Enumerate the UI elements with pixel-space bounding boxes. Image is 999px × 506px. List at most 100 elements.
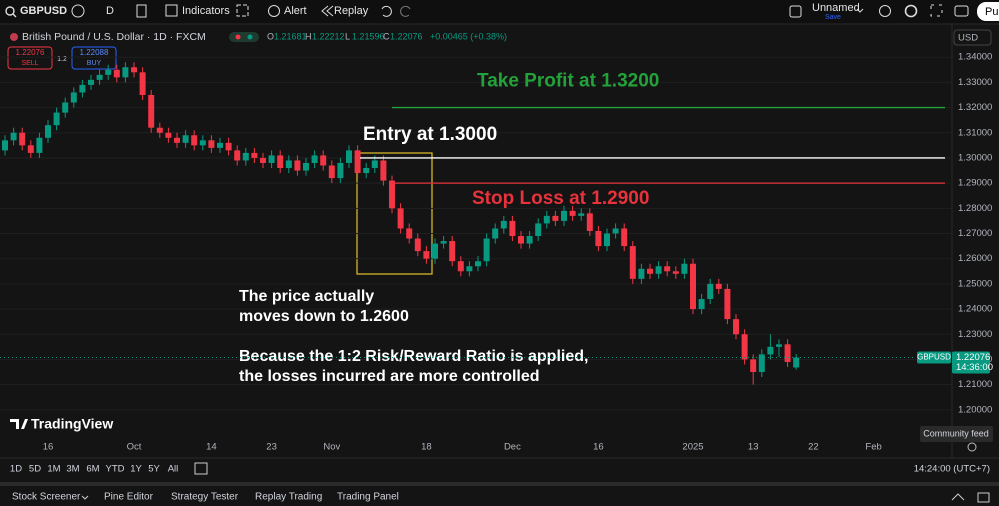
sell-label[interactable]: SELL <box>21 60 38 67</box>
community-box[interactable] <box>920 426 993 442</box>
candle-body <box>2 140 8 151</box>
undo[interactable] <box>381 5 392 17</box>
candle-body <box>586 213 593 231</box>
y-tick-label: 1.28000 <box>958 203 992 214</box>
sell-price[interactable]: 1.22076 <box>16 48 45 57</box>
candle-body <box>457 261 464 272</box>
alert[interactable]: Alert <box>284 5 307 17</box>
currency[interactable]: USD <box>958 33 978 44</box>
add-symbol[interactable] <box>71 4 85 18</box>
publish[interactable]: Pub <box>985 6 999 18</box>
annotation: The price actually <box>239 288 374 305</box>
date-range-icon[interactable] <box>194 462 208 475</box>
candle-body <box>88 79 94 85</box>
logo: TradingView <box>31 416 113 432</box>
candle-body <box>698 298 705 310</box>
panel-maximize[interactable] <box>977 492 990 503</box>
candle-body <box>518 236 524 244</box>
panel-tab[interactable]: Stock Screener <box>12 492 81 503</box>
community-feed[interactable]: Community feed <box>923 428 989 438</box>
annotation: the losses incurred are more controlled <box>239 368 540 385</box>
interval[interactable]: D <box>106 5 114 17</box>
range-button[interactable]: 1M <box>47 464 60 475</box>
replay[interactable]: Replay <box>334 5 369 17</box>
candle-body <box>655 266 662 274</box>
candle-body <box>251 152 258 158</box>
candle-body <box>750 359 757 373</box>
symbol-tag <box>917 351 951 364</box>
axis-settings[interactable] <box>967 442 977 452</box>
layout-name[interactable]: Unnamed <box>812 2 860 14</box>
redo[interactable] <box>400 5 411 17</box>
y-tick-label: 1.33000 <box>958 77 992 88</box>
price-tag-countdown: 14:36:00 <box>956 362 993 373</box>
candle-body <box>440 241 447 244</box>
change: +0.00465 (+0.38%) <box>430 31 507 41</box>
candle-body <box>629 246 636 279</box>
layout-checkbox[interactable] <box>789 5 802 18</box>
layout-menu[interactable] <box>856 8 864 13</box>
candle-body <box>595 230 602 247</box>
publish-button[interactable] <box>977 2 999 21</box>
symbol[interactable]: GBPUSD <box>20 5 67 17</box>
range-button[interactable]: 1D <box>10 464 22 475</box>
range-button[interactable]: 5D <box>29 464 41 475</box>
candle-body <box>483 238 490 262</box>
candle-body <box>793 357 800 368</box>
candle-body <box>328 165 335 179</box>
candle-body <box>664 266 671 272</box>
candle-body <box>638 268 645 279</box>
panel-tab[interactable]: Strategy Tester <box>171 492 239 503</box>
tab-menu[interactable] <box>81 495 89 500</box>
range-button[interactable]: 1Y <box>130 464 142 475</box>
buy-button[interactable] <box>71 46 117 70</box>
fullscreen[interactable] <box>930 4 943 17</box>
x-tick-label: 23 <box>266 442 277 453</box>
candle-body <box>423 251 430 259</box>
panel-tab[interactable]: Replay Trading <box>255 492 322 503</box>
candle-body <box>294 160 301 171</box>
candle-body <box>389 180 395 209</box>
x-tick-label: 16 <box>593 442 604 453</box>
candle-body <box>707 283 714 299</box>
range-button[interactable]: All <box>168 464 179 475</box>
candle-body <box>234 150 241 161</box>
candle-body <box>113 69 120 78</box>
candle-body <box>552 215 559 221</box>
chart-layer: 1.200001.210001.220001.230001.240001.250… <box>0 31 993 503</box>
panel-tab[interactable]: Trading Panel <box>337 492 399 503</box>
panel-tab[interactable]: Pine Editor <box>104 492 154 503</box>
candle-body <box>182 135 189 143</box>
buy-label[interactable]: BUY <box>87 60 102 67</box>
range-button[interactable]: YTD <box>106 464 125 475</box>
candle-body <box>96 74 103 80</box>
range-button[interactable]: 5Y <box>148 464 160 475</box>
ohlc-value: 1.21681 <box>274 31 307 41</box>
currency-box[interactable] <box>953 29 992 46</box>
candle-body <box>758 354 765 373</box>
candle-body <box>191 135 198 146</box>
buy-price[interactable]: 1.22088 <box>80 48 109 57</box>
settings[interactable] <box>904 4 918 18</box>
candle-body <box>225 142 232 151</box>
candle-body <box>621 228 628 247</box>
search-icon[interactable] <box>5 6 15 16</box>
panel-expand[interactable] <box>951 493 965 501</box>
sell-button[interactable] <box>7 46 53 70</box>
range-button[interactable]: 3M <box>66 464 79 475</box>
candle-body <box>767 346 774 355</box>
save[interactable]: Save <box>825 14 841 21</box>
quick-search[interactable] <box>879 5 891 17</box>
indicators[interactable]: Indicators <box>182 5 230 17</box>
candle-body <box>690 263 696 310</box>
price-tag <box>952 351 990 374</box>
snapshot[interactable] <box>954 5 969 17</box>
clock[interactable]: 14:24:00 (UTC+7) <box>914 464 990 475</box>
chart-type[interactable] <box>136 4 147 18</box>
candle-body <box>45 125 51 138</box>
templates[interactable] <box>236 4 249 17</box>
range-button[interactable]: 6M <box>86 464 99 475</box>
candle-body <box>70 92 77 103</box>
candle-body <box>242 152 249 161</box>
legend-title: British Pound / U.S. Dollar · 1D · FXCM <box>22 31 206 43</box>
